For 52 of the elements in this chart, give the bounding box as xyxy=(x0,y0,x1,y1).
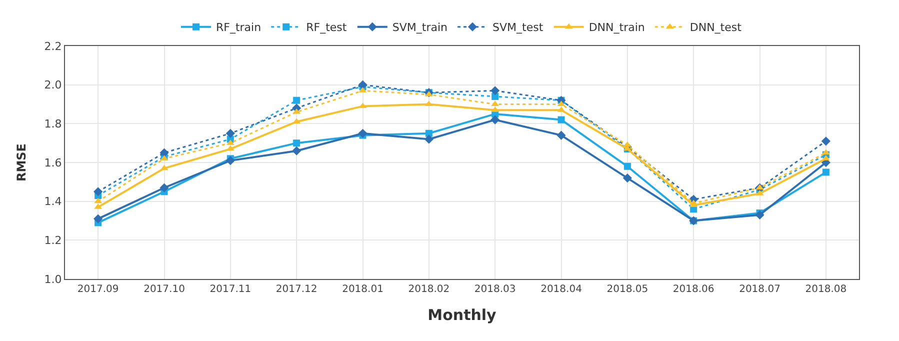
legend-label: DNN_train xyxy=(588,21,645,34)
point xyxy=(558,116,565,124)
point xyxy=(160,164,168,170)
point xyxy=(160,183,169,192)
point xyxy=(226,145,234,151)
y-tick-label: 2.0 xyxy=(44,78,62,92)
point xyxy=(424,134,434,144)
y-tick-label: 1.6 xyxy=(44,156,62,170)
point xyxy=(755,210,764,220)
x-tick-label: 2017.11 xyxy=(210,284,252,295)
y-axis-title: RMSE xyxy=(14,143,29,182)
x-tick-label: 2017.09 xyxy=(77,284,119,295)
legend-label: SVM_test xyxy=(492,21,544,34)
point xyxy=(622,173,632,183)
x-tick-label: 2018.06 xyxy=(672,284,714,295)
x-tick-label: 2018.04 xyxy=(540,284,582,295)
point xyxy=(226,128,235,138)
legend-label: RF_test xyxy=(306,21,348,34)
y-tick-label: 1.4 xyxy=(44,195,62,208)
y-tick-label: 1.0 xyxy=(44,272,62,286)
point xyxy=(822,149,830,155)
x-tick-label: 2018.01 xyxy=(342,284,384,295)
point xyxy=(293,96,300,104)
x-tick-label: 2018.08 xyxy=(805,284,847,295)
x-tick-label: 2018.02 xyxy=(408,284,450,295)
point xyxy=(292,146,302,156)
x-tick-label: 2017.10 xyxy=(144,284,185,295)
point xyxy=(490,115,500,124)
point xyxy=(358,128,368,138)
x-axis-title: Monthly xyxy=(428,306,497,324)
point xyxy=(358,80,368,90)
point xyxy=(94,198,102,204)
point xyxy=(556,130,566,140)
x-tick-label: 2018.03 xyxy=(474,284,516,295)
point xyxy=(490,86,500,96)
legend-label: RF_train xyxy=(216,21,262,34)
point xyxy=(293,140,300,147)
point xyxy=(226,156,235,166)
legend-label: SVM_train xyxy=(392,21,448,34)
x-tick-label: 2017.12 xyxy=(276,284,318,295)
point xyxy=(821,136,830,146)
y-tick-label: 2.2 xyxy=(44,40,62,53)
y-tick-label: 1.8 xyxy=(44,118,62,131)
x-tick-label: 2018.05 xyxy=(606,284,648,295)
x-tick-label: 2018.07 xyxy=(739,284,780,295)
point xyxy=(822,168,830,176)
point xyxy=(160,148,169,158)
point xyxy=(624,162,631,170)
point xyxy=(94,214,103,224)
point xyxy=(94,187,103,196)
legend-label: DNN_test xyxy=(690,21,742,34)
y-tick-label: 1.2 xyxy=(44,234,62,248)
